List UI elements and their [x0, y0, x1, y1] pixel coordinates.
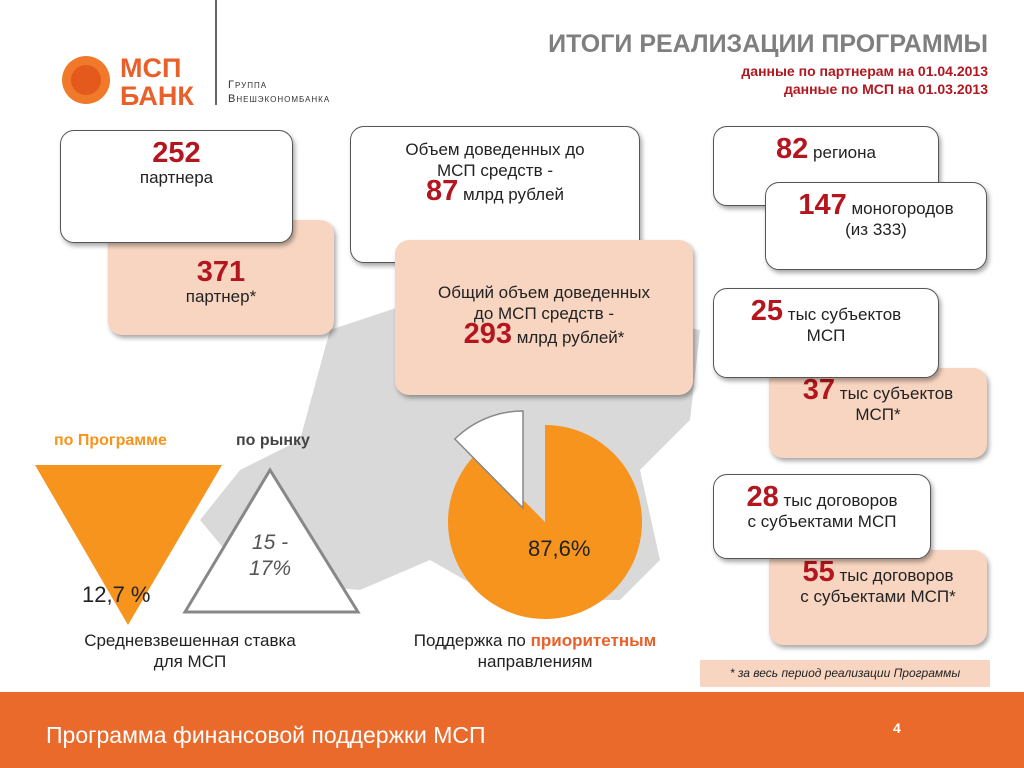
program-triangle [35, 465, 222, 625]
card-lead: до МСП средств - [473, 304, 615, 323]
subtitle-line: данные по МСП на 01.03.2013 [783, 81, 988, 97]
pie-caption: Поддержка по приоритетным направлениям [380, 630, 690, 672]
card-number: 28 [746, 481, 779, 513]
card-row: 37 тыс субъектов [769, 376, 987, 405]
card-text: партнер* [185, 287, 257, 306]
card-row: 25 тыс субъектов [714, 297, 938, 326]
card-lead: МСП средств - [436, 161, 554, 180]
card-text: с субъектами МСП* [800, 587, 956, 606]
card-number: 371 [196, 256, 246, 288]
market-rate: 15 - 17% [240, 530, 300, 582]
card-number: 82 [776, 133, 809, 165]
program-label: по Программе [54, 432, 167, 449]
card-number: 293 [463, 318, 512, 350]
rate-caption: Средневзвешенная ставка для МСП [40, 630, 340, 672]
pie [448, 410, 642, 619]
card-number: 25 [750, 295, 784, 327]
card-row: 371 [108, 258, 334, 287]
page-number: 4 [893, 720, 901, 736]
card: 28 тыс договоров с субъектами МСП [713, 474, 931, 559]
card-number: 252 [152, 137, 201, 169]
caption-line: Средневзвешенная ставка [84, 631, 296, 650]
card-text: млрд рублей* [516, 328, 625, 347]
footer-title: Программа финансовой поддержки МСП [46, 722, 486, 748]
rate-line: 15 - [251, 531, 289, 554]
card-text: МСП [806, 326, 846, 345]
card: Общий объем доведенных до МСП средств -29… [395, 240, 693, 395]
card-row: 252 [61, 139, 292, 168]
card-number: 55 [802, 556, 835, 588]
card-row: 55 тыс договоров [769, 558, 987, 587]
title: ИТОГИ РЕАЛИЗАЦИИ ПРОГРАММЫ [548, 30, 988, 58]
logo-icon-inner [71, 65, 101, 95]
card-text: региона [813, 143, 876, 162]
card-row: 87 млрд рублей [351, 177, 639, 206]
caption-text: направлениям [477, 652, 593, 671]
brand-line: БАНК [120, 81, 194, 111]
market-label: по рынку [236, 432, 310, 449]
pie-rest [453, 410, 524, 510]
card-number: 87 [425, 175, 459, 207]
caption-highlight: приоритетным [530, 631, 657, 650]
card-text: моногородов [851, 199, 954, 218]
card-row: 147 моногородов [766, 191, 986, 220]
card: 252 партнера [60, 130, 293, 243]
card: 147 моногородов (из 333) [765, 182, 987, 270]
card-text: тыс субъектов [839, 384, 954, 403]
card: 55 тыс договоров с субъектами МСП* [769, 550, 987, 645]
pie-label: 87,6% [528, 536, 591, 561]
card-text: партнера [139, 168, 214, 187]
market-triangle [182, 467, 361, 614]
caption-text: Поддержка по [413, 631, 526, 650]
card-text: МСП* [855, 405, 901, 424]
footnote: * за весь период реализации Программы [700, 660, 990, 687]
program-rate: 12,7 % [82, 582, 151, 607]
card-text: (из 333) [845, 220, 907, 239]
card-row: 28 тыс договоров [714, 483, 930, 512]
logo-group: Группа Внешэкономбанка [228, 78, 330, 106]
card-number: 147 [798, 189, 847, 221]
card-row: 82 региона [714, 135, 938, 164]
group-line: Группа [228, 79, 268, 91]
card: 25 тыс субъектов МСП [713, 288, 939, 378]
card: 37 тыс субъектов МСП* [769, 368, 987, 458]
card-text: млрд рублей [462, 185, 565, 204]
card-text: тыс договоров [783, 491, 898, 510]
subtitle-line: данные по партнерам на 01.04.2013 [741, 63, 988, 79]
group-line: Внешэкономбанка [228, 93, 331, 105]
footer-band [0, 692, 1024, 768]
rate-line: 17% [248, 557, 292, 580]
card-text: с субъектами МСП [747, 512, 897, 531]
card-text: тыс субъектов [787, 305, 902, 324]
card-lead: Общий объем доведенных [438, 283, 650, 302]
card-text: тыс договоров [839, 566, 954, 585]
subtitle: данные по партнерам на 01.04.2013 данные… [741, 62, 988, 98]
caption-line: для МСП [153, 652, 227, 671]
card-lead: Объем доведенных до [405, 140, 585, 159]
card-number: 37 [802, 374, 836, 406]
brand-line: МСП [120, 53, 182, 83]
logo-brand: МСП БАНК [120, 54, 194, 110]
card-row: 293 млрд рублей* [395, 320, 693, 349]
